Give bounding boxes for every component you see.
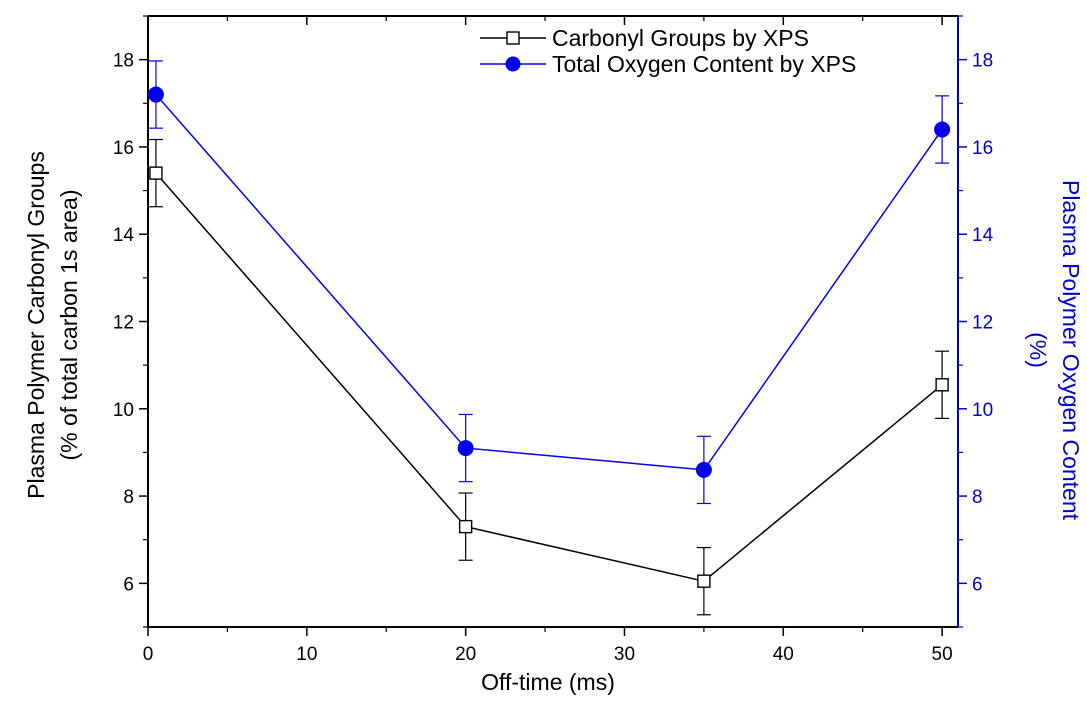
data-point-square (935, 378, 949, 392)
x-tick-label: 0 (143, 644, 154, 665)
y-left-tick-label: 6 (123, 574, 134, 595)
series-layer (147, 60, 951, 616)
x-tick-label: 20 (455, 644, 476, 665)
series-line-2 (155, 94, 943, 471)
axes-layer: 0 10 20 30 40 50 6 8 10 12 14 16 18 6 8 10 12 14 16 18 (113, 15, 994, 665)
y-axis-right-title-line2: (%) (1025, 332, 1051, 368)
x-tick-label: 40 (773, 644, 794, 665)
y-axis-left-title-line2: (% of total carbon 1s area) (56, 189, 82, 460)
y-axis-right-title-line1: Plasma Polymer Oxygen Content (1058, 180, 1084, 521)
y-left-tick-label: 8 (123, 487, 134, 508)
data-point-circle (457, 440, 474, 457)
y-left-tick-label: 16 (113, 138, 134, 159)
y-right-tick-label: 18 (972, 51, 993, 72)
data-point-square (458, 519, 473, 534)
y-right-tick-label: 14 (972, 225, 994, 246)
data-point-square (697, 574, 711, 588)
x-tick-label: 30 (614, 644, 635, 665)
legend-label-1: Carbonyl Groups by XPS (552, 25, 809, 51)
y-right-tick-label: 12 (972, 313, 993, 334)
series-line-1 (155, 172, 943, 582)
y-left-tick-label: 18 (113, 51, 134, 72)
y-right-tick-label: 8 (972, 487, 983, 508)
y-left-tick-label: 14 (113, 225, 135, 246)
data-point-square (149, 166, 163, 180)
data-point-circle (934, 121, 951, 138)
y-right-tick-label: 6 (972, 574, 983, 595)
data-point-circle (695, 461, 712, 478)
x-tick-label: 50 (932, 644, 953, 665)
axis-titles: Off-time (ms) Plasma Polymer Carbonyl Gr… (23, 151, 1084, 695)
x-tick-label: 10 (296, 644, 317, 665)
legend-label-2: Total Oxygen Content by XPS (552, 51, 856, 77)
legend-marker-square (506, 31, 520, 45)
y-left-tick-label: 12 (113, 313, 134, 334)
x-axis-title: Off-time (ms) (481, 669, 615, 695)
y-axis-left-title-line1: Plasma Polymer Carbonyl Groups (23, 151, 49, 499)
y-right-tick-label: 16 (972, 138, 993, 159)
y-right-tick-label: 10 (972, 400, 993, 421)
y-left-tick-label: 10 (113, 400, 134, 421)
data-point-circle (147, 86, 164, 103)
legend-marker-circle (505, 56, 521, 72)
